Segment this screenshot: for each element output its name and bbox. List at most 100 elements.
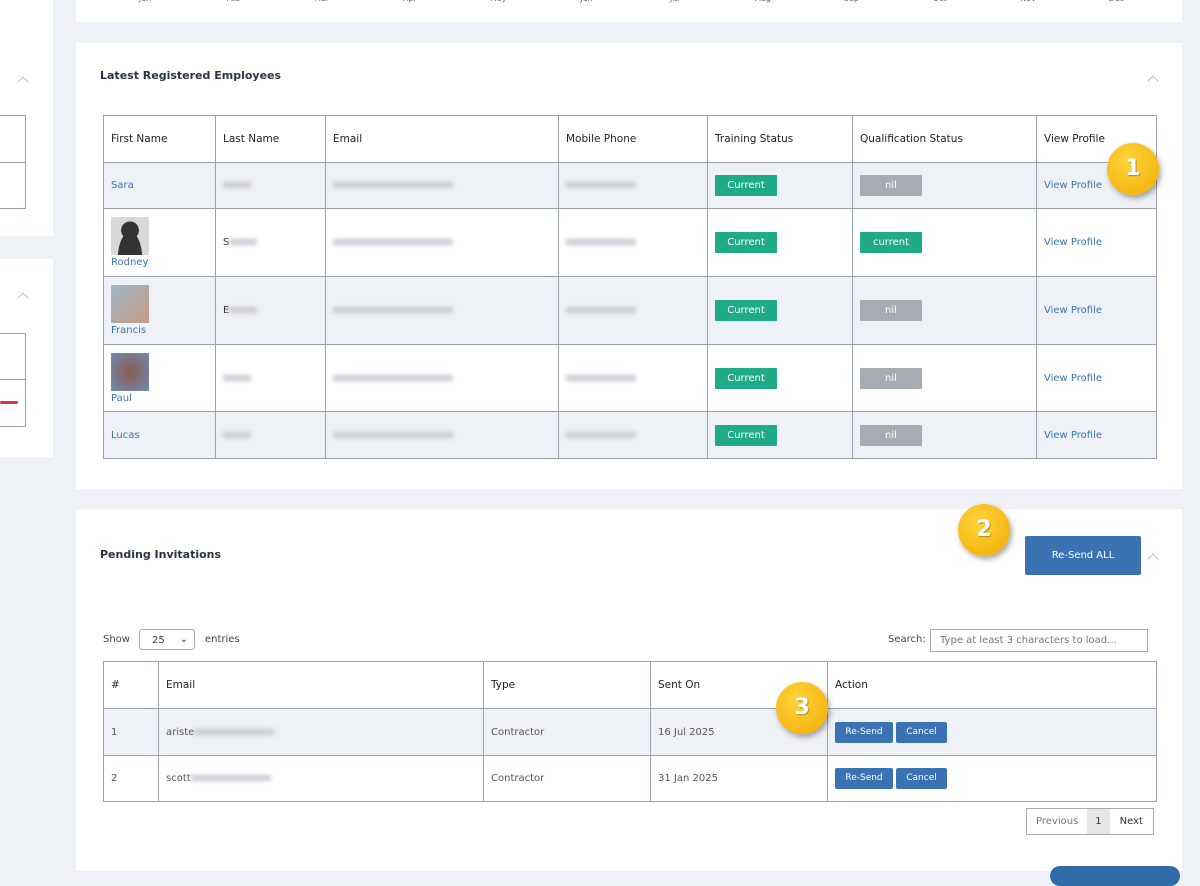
phone-cell <box>558 276 708 345</box>
employee-row: Sara Current nil View Profile <box>103 162 1157 209</box>
month-label: Mar <box>302 0 342 3</box>
last-name-cell: S <box>215 208 326 277</box>
resend-button[interactable]: Re-Send <box>835 768 893 789</box>
pagination: Previous 1 Next <box>1026 808 1154 835</box>
email-cell <box>325 162 559 209</box>
placeholder: Type at least 3 characters to load... <box>940 635 1117 646</box>
resend-all-button[interactable]: Re-Send ALL <box>1025 536 1141 575</box>
redacted <box>333 307 453 313</box>
view-profile-link[interactable]: View Profile <box>1044 372 1103 384</box>
callout-badge: 2 <box>958 504 1010 556</box>
type-cell: Contractor <box>483 755 651 802</box>
collapse[interactable] <box>1147 553 1159 565</box>
view-profile-link[interactable]: View Profile <box>1044 429 1103 441</box>
redacted <box>333 374 453 381</box>
avatar <box>111 217 149 255</box>
first-name-cell: Paul <box>103 344 216 412</box>
email-cell <box>325 276 559 345</box>
training-cell: Current <box>707 276 853 345</box>
last-name-cell <box>215 162 326 209</box>
side-panel <box>0 259 53 457</box>
first-name[interactable]: Paul <box>111 392 132 404</box>
type: Contractor <box>491 773 545 784</box>
header-row: # Email Type Sent On Action <box>103 661 1157 709</box>
month-label: Jul <box>655 0 695 3</box>
collapse[interactable] <box>1147 75 1159 87</box>
training-status: Current <box>715 367 777 389</box>
redacted <box>333 431 453 438</box>
email-cell <box>325 344 559 412</box>
index-cell: 2 <box>103 755 159 802</box>
index: 1 <box>111 726 118 738</box>
resend-button[interactable]: Re-Send <box>835 721 893 743</box>
employee-row: Lucas Current nil View Profile <box>103 411 1157 459</box>
qualification-status: nil <box>860 367 922 389</box>
first-name[interactable]: Sara <box>111 180 134 191</box>
first-name-cell: Sara <box>103 162 216 209</box>
last-name-cell <box>215 411 326 459</box>
view-profile-link[interactable]: View Profile <box>1044 305 1103 316</box>
qualification-status: nil <box>860 424 922 446</box>
last-name-cell <box>215 344 326 412</box>
search-label: Search: <box>888 634 926 645</box>
column-header: Last Name <box>215 115 326 163</box>
first-name[interactable]: Rodney <box>111 257 149 268</box>
qualification-cell: nil <box>852 344 1037 412</box>
action-cell: View Profile <box>1036 276 1157 345</box>
header-row: First Name Last Name Email Mobile Phone Trai… <box>103 115 1157 163</box>
column-header: Training Status <box>707 115 853 163</box>
sent-cell: 31 Jan 2025 <box>650 755 828 802</box>
action-cell: View Profile <box>1036 344 1157 412</box>
email-cell: ariste <box>158 708 484 756</box>
month-label: Feb <box>213 0 253 3</box>
next[interactable]: Next <box>1119 816 1143 827</box>
email: ariste <box>166 726 195 738</box>
first-name[interactable]: Francis <box>111 325 147 336</box>
show-label: Show <box>103 634 130 645</box>
chart-panel: Jan Feb Mar Apr May Jun Jul Aug Sep Oct Nov Dec <box>76 0 1182 22</box>
cancel-button[interactable]: Cancel <box>896 768 947 789</box>
action-cell: Re-Send Cancel <box>827 755 1157 802</box>
callout-badge: 3 <box>776 682 828 734</box>
cancel-button[interactable]: Cancel <box>896 721 947 743</box>
invitation-row: 1 ariste Contractor 16 Jul 2025 Re-Send Cance… <box>103 708 1157 756</box>
month-label: Oct <box>920 0 960 3</box>
view-profile-link[interactable]: View Profile <box>1044 237 1103 248</box>
view-profile-link[interactable]: View Profile <box>1044 180 1103 191</box>
column-header: Qualification Status <box>852 115 1037 163</box>
index-cell: 1 <box>103 708 159 756</box>
qualification-cell: nil <box>852 162 1037 209</box>
type: Contractor <box>491 726 545 738</box>
previous[interactable]: Previous <box>1036 816 1079 827</box>
entries-label: entries <box>205 634 240 645</box>
training-cell: Current <box>707 208 853 277</box>
qualification-cell: nil <box>852 276 1037 345</box>
search-input[interactable]: Type at least 3 characters to load... <box>930 629 1148 652</box>
employees-table: First Name Last Name Email Mobile Phone Trai… <box>103 115 1157 459</box>
email-cell <box>325 411 559 459</box>
employee-row: Francis E Current nil View Profile <box>103 276 1157 345</box>
last-name: S <box>223 237 230 248</box>
redacted <box>190 775 271 781</box>
page-number[interactable]: 1 <box>1087 809 1110 834</box>
last-name-cell: E <box>215 276 326 345</box>
redacted <box>566 239 636 245</box>
column-header: Type <box>483 661 651 709</box>
redacted <box>566 182 636 188</box>
month-label: Aug <box>743 0 783 3</box>
first-name[interactable]: Lucas <box>111 429 140 441</box>
redacted <box>566 374 636 381</box>
redacted <box>223 431 251 438</box>
redacted <box>566 431 636 438</box>
page-size-select[interactable]: 25 ⌄ <box>139 629 195 650</box>
training-status: Current <box>715 175 777 196</box>
redacted <box>229 307 258 313</box>
invitation-row: 2 scott Contractor 31 Jan 2025 Re-Send Cancel <box>103 755 1157 802</box>
redacted <box>566 307 636 313</box>
qualification-cell: current <box>852 208 1037 277</box>
button[interactable] <box>1050 866 1180 886</box>
redacted <box>229 239 258 245</box>
month-label: Jan <box>125 0 165 3</box>
month-label: Jun <box>567 0 607 3</box>
